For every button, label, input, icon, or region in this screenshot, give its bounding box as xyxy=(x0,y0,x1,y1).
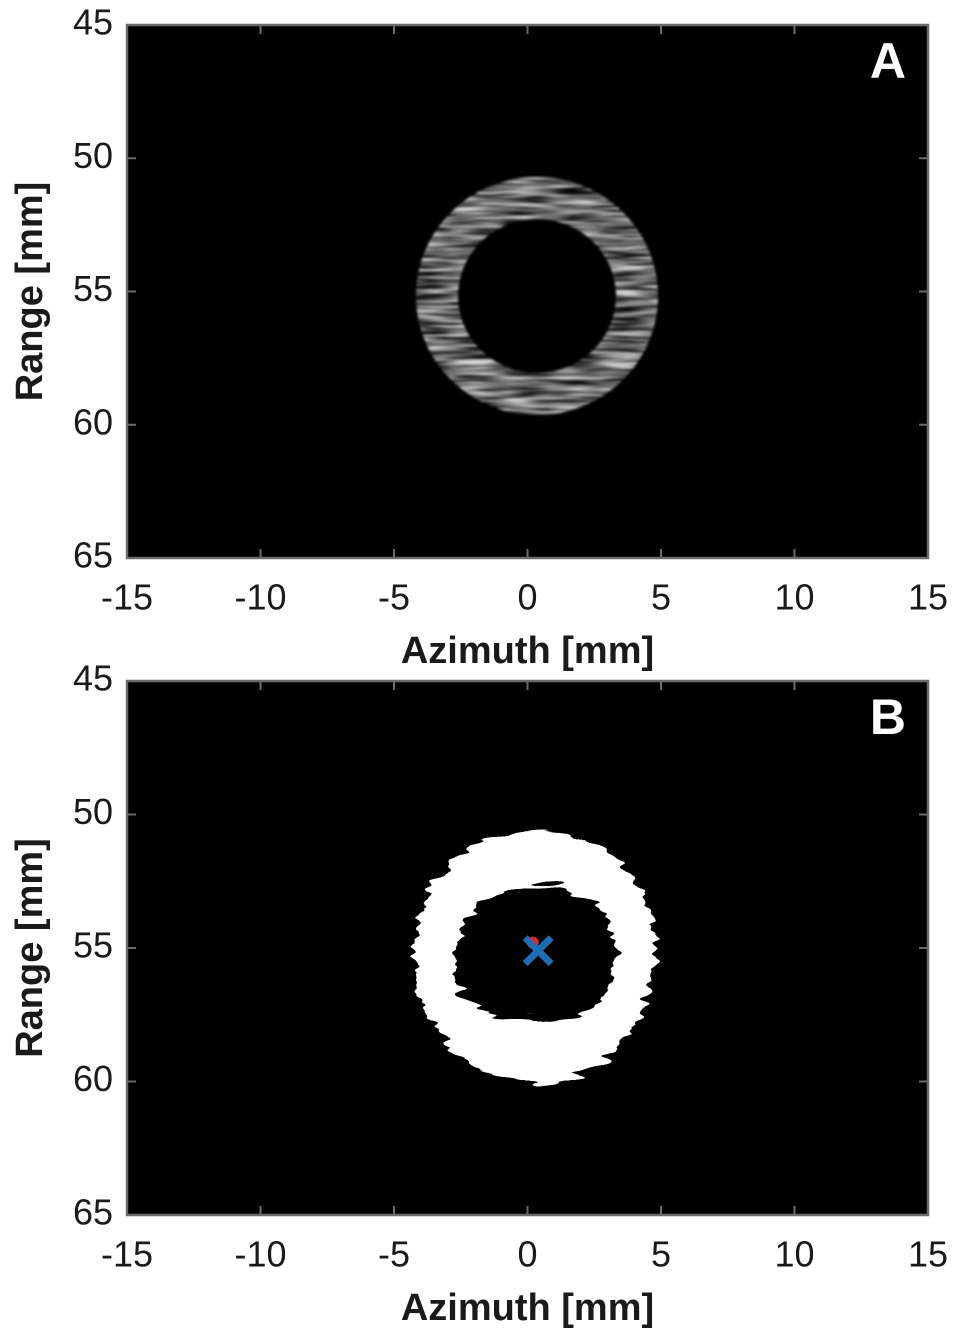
x-tick-label: -10 xyxy=(234,577,286,618)
y-tick-label: 60 xyxy=(73,1058,113,1099)
x-tick-label: -5 xyxy=(378,1234,410,1275)
y-axis-label: Range [mm] xyxy=(9,182,51,402)
y-axis-label: Range [mm] xyxy=(9,838,51,1058)
x-tick-label: -10 xyxy=(234,1234,286,1275)
y-tick-label: 55 xyxy=(73,925,113,966)
x-tick-label: -15 xyxy=(101,1234,153,1275)
x-tick-label: 10 xyxy=(774,577,814,618)
echo-ring xyxy=(416,177,658,415)
y-tick-label: 50 xyxy=(73,791,113,832)
panel-b-image xyxy=(127,681,928,1215)
panel-label: A xyxy=(870,33,906,89)
image-background xyxy=(127,681,928,1215)
x-tick-label: 5 xyxy=(651,577,671,618)
panel-a-image xyxy=(127,25,928,558)
x-tick-label: 0 xyxy=(517,577,537,618)
x-tick-label: 15 xyxy=(908,577,948,618)
y-tick-label: 45 xyxy=(73,2,113,43)
x-tick-label: 10 xyxy=(774,1234,814,1275)
y-tick-label: 50 xyxy=(73,135,113,176)
panel-label: B xyxy=(870,689,906,745)
segmented-ring xyxy=(415,830,655,1082)
x-tick-label: -15 xyxy=(101,577,153,618)
y-tick-label: 60 xyxy=(73,401,113,442)
y-tick-label: 55 xyxy=(73,268,113,309)
x-tick-label: 0 xyxy=(517,1234,537,1275)
x-tick-label: 5 xyxy=(651,1234,671,1275)
x-tick-label: 15 xyxy=(908,1234,948,1275)
x-tick-label: -5 xyxy=(378,577,410,618)
x-axis-label: Azimuth [mm] xyxy=(401,630,654,672)
image-background xyxy=(127,25,928,558)
marker-x xyxy=(522,935,554,967)
y-tick-label: 65 xyxy=(73,1192,113,1233)
y-tick-label: 65 xyxy=(73,535,113,576)
y-tick-label: 45 xyxy=(73,658,113,699)
x-axis-label: Azimuth [mm] xyxy=(401,1287,654,1329)
